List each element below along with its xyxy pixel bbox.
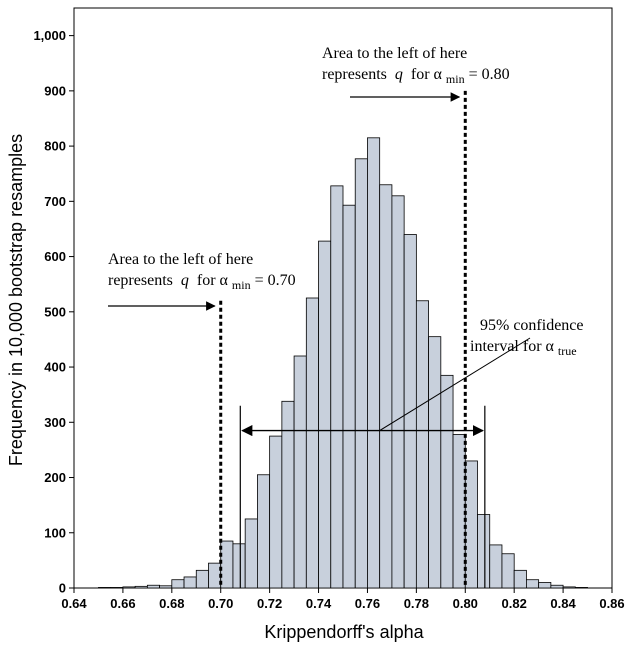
left-annotation-value: = 0.70 [255,272,296,289]
ci-pointer-line [379,337,531,431]
y-tick-label: 1,000 [33,28,66,43]
x-tick-label: 0.72 [257,596,282,611]
histogram-bar [122,586,136,589]
y-tick-label: 700 [44,194,66,209]
histogram-bar [489,544,503,589]
y-tick-label: 200 [44,470,66,485]
histogram-bar [281,400,295,589]
x-axis-ticks: 0.64 0.66 0.68 0.70 0.72 0.74 0.76 0.78 0.80 0.82… [61,588,625,611]
histogram-bar [195,569,209,589]
right-annotation-represents: represents [322,66,387,83]
x-tick-label: 0.80 [453,596,478,611]
left-annotation-line-2: represents q for α min = 0.70 [108,272,296,293]
right-annotation-line-2: represents q for α min = 0.80 [322,66,510,87]
y-axis-ticks: 0 100 200 300 400 500 600 700 800 900 1,000 [33,28,74,596]
histogram-bar [244,518,258,589]
histogram-bar [98,587,112,589]
x-tick-label: 0.64 [61,596,87,611]
histogram-bar [269,435,283,589]
left-annotation-q: q [181,272,189,289]
x-tick-label: 0.70 [208,596,233,611]
right-annotation-value: = 0.80 [469,66,510,83]
histogram-bar [330,185,344,589]
histogram-bar [305,297,319,589]
x-tick-label: 0.68 [159,596,184,611]
bars [98,137,588,589]
right-annotation-line-1: Area to the left of here [322,45,467,62]
x-tick-label: 0.86 [599,596,624,611]
histogram-bar [452,434,466,589]
ci-annotation-line-1: 95% confidence [480,317,584,334]
histogram-bar [440,374,454,589]
x-tick-label: 0.76 [355,596,380,611]
histogram-bar [134,585,148,589]
left-annotation-sub: min [232,278,251,292]
histogram-bar [391,195,405,589]
histogram-bar [208,562,222,589]
histogram-bar [379,184,393,589]
y-tick-label: 400 [44,360,66,375]
y-tick-label: 600 [44,249,66,264]
histogram-bar [428,336,442,589]
histogram-bar [318,240,332,589]
x-axis-title: Krippendorff's alpha [264,622,424,642]
histogram-bar [257,474,271,589]
ci-annotation-interval-for: interval for α [470,338,555,355]
histogram-bar [550,584,564,589]
histogram-bar [415,300,429,589]
right-annotation-sub: min [446,72,465,86]
histogram-bar [220,540,234,589]
histogram-bar [159,585,173,589]
right-annotation-q: q [395,66,403,83]
histogram-bar [367,137,381,589]
y-axis-title: Frequency in 10,000 bootstrap resamples [6,134,26,466]
right-annotation-for-alpha: for α [411,66,443,83]
reference-lines [108,90,531,588]
histogram-bar [232,543,246,589]
histogram-bar [354,158,368,589]
histogram-bar [513,569,527,589]
left-annotation-for-alpha: for α [197,272,229,289]
left-annotation-represents: represents [108,272,173,289]
x-tick-label: 0.84 [550,596,576,611]
histogram-bar [171,579,185,589]
y-tick-label: 300 [44,415,66,430]
x-tick-label: 0.66 [110,596,135,611]
histogram-bar [526,579,540,589]
x-tick-label: 0.82 [502,596,527,611]
histogram-bar [501,553,515,589]
ci-annotation-line-2: interval for α true [470,338,577,358]
histogram-bar [146,584,160,589]
y-tick-label: 800 [44,139,66,154]
y-tick-label: 500 [44,304,66,319]
histogram-bar [477,514,491,589]
left-annotation-line-1: Area to the left of here [108,251,253,268]
y-tick-label: 0 [59,581,66,596]
histogram-bar [342,204,356,589]
histogram-bar [574,587,588,589]
x-tick-label: 0.74 [306,596,332,611]
ci-annotation-sub: true [558,344,577,358]
histogram-bar [183,576,197,589]
histogram-bar [293,355,307,589]
y-tick-label: 900 [44,83,66,98]
x-tick-label: 0.78 [404,596,429,611]
histogram-bar [110,587,124,589]
y-tick-label: 100 [44,525,66,540]
histogram-bar [464,460,478,589]
histogram-bar [538,582,552,589]
histogram-bar [562,586,576,589]
